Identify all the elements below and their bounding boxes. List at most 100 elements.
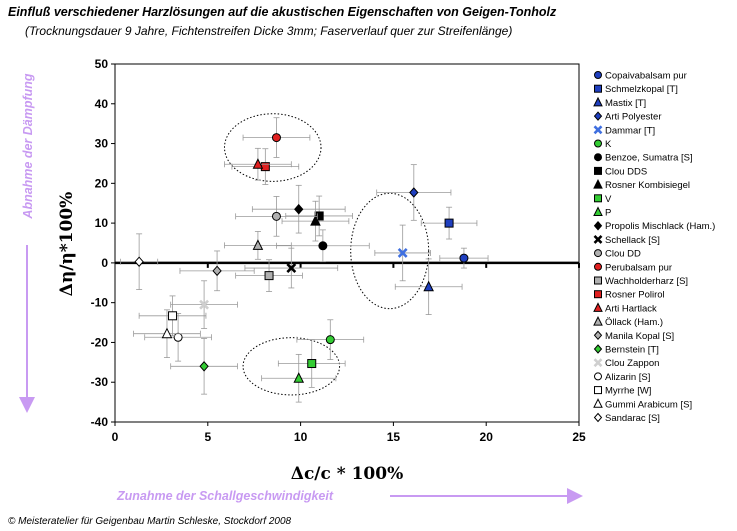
data-point [199, 299, 210, 310]
y-axis-label: Δη/η*100% [57, 192, 77, 297]
data-point [199, 361, 209, 372]
data-point-group [261, 353, 337, 403]
data-point [293, 372, 305, 383]
legend-marker [594, 153, 602, 162]
data-point-group [242, 117, 311, 158]
legend-item: Rosner Polirol [594, 290, 665, 301]
data-point [264, 271, 274, 281]
legend-item: V [594, 194, 612, 205]
y-tick-label: -30 [91, 375, 109, 389]
cluster-ellipse-3 [242, 337, 341, 396]
legend-label: Öllack (Ham.) [605, 317, 663, 328]
data-point [318, 241, 328, 251]
legend-item: Benzoe, Sumatra [S] [594, 153, 693, 164]
legend-label: Propolis Mischlack (Ham.) [605, 221, 715, 232]
data-point-group [144, 313, 212, 362]
legend-item: Manila Kopal [S] [593, 330, 674, 342]
legend-label: Schellack [S] [605, 235, 660, 246]
legend-marker-stroke [593, 358, 603, 368]
legend-label: Perubalsam pur [605, 262, 672, 273]
plot-frame [114, 63, 580, 423]
legend-item: Arti Hartlack [593, 302, 657, 314]
data-point-group [394, 258, 463, 316]
legend-item: Clou DD [594, 249, 641, 260]
data-point [307, 359, 317, 369]
legend-marker [594, 262, 602, 271]
legend-label: Wachholderharz [S] [605, 276, 688, 287]
legend-marker [593, 178, 603, 189]
legend-marker [593, 96, 603, 107]
legend-item: Clou Zappon [593, 358, 659, 369]
legend-marker [593, 220, 603, 231]
data-point-group [224, 231, 292, 260]
legend-marker [594, 194, 602, 203]
legend-label: Rosner Polirol [605, 290, 665, 301]
data-point-stroke [286, 263, 297, 273]
legend-item: Propolis Mischlack (Ham.) [593, 220, 715, 232]
data-point [252, 158, 264, 169]
legend-label: Mastix [T] [605, 98, 646, 109]
data-point-group [235, 196, 318, 237]
data-point-group [170, 338, 238, 395]
y-tick-label: -40 [91, 415, 109, 429]
x-tick-label: 15 [387, 430, 401, 444]
legend-label: Schmelzkopal [T] [605, 84, 678, 95]
legend-marker [593, 315, 603, 326]
legend-item: Wachholderharz [S] [594, 276, 688, 287]
x-axis-label: Δc/c * 100% [291, 464, 403, 484]
y-tick-label: 20 [95, 176, 109, 190]
legend-item: Clou DDS [594, 166, 647, 177]
x-axis-note: Zunahme der Schallgeschwindigkeit [116, 489, 334, 503]
data-point-group [276, 229, 370, 263]
x-tick-label: 20 [480, 430, 494, 444]
data-point [423, 280, 434, 292]
y-tick-label: 0 [101, 256, 108, 270]
legend-item: Sandarac [S] [593, 412, 660, 424]
y-axis-note: Abnahme der Dämpfung [21, 73, 35, 220]
legend-marker [594, 84, 602, 93]
cluster-ellipse-2 [350, 192, 430, 310]
legend-label: Benzoe, Sumatra [S] [605, 153, 693, 164]
chart-title: Einfluß verschiedener Harzlösungen auf d… [8, 5, 557, 19]
x-tick-label: 0 [112, 430, 119, 444]
legend-marker [594, 276, 602, 285]
legend-item: Mastix [T] [593, 96, 646, 109]
data-point-group [179, 250, 255, 292]
data-point-group [420, 206, 478, 240]
data-point [310, 215, 321, 226]
data-point [168, 311, 178, 321]
legend-marker [594, 249, 602, 258]
legend-label: Clou Zappon [605, 358, 659, 369]
legend-label: Clou DD [605, 249, 641, 260]
legend-label: Rosner Kombisiegel [605, 180, 690, 191]
legend-item: Gummi Arabicum [S] [593, 398, 692, 410]
chart-subtitle: (Trocknungsdauer 9 Jahre, Fichtenstreife… [25, 24, 513, 38]
legend-marker [593, 111, 603, 121]
data-point [252, 239, 264, 250]
legend-marker [594, 290, 602, 299]
data-point-group [120, 233, 159, 290]
data-point [161, 327, 173, 339]
legend-label: Dammar [T] [605, 125, 655, 136]
legend-label: Alizarin [S] [605, 372, 650, 383]
y-tick-label: 40 [95, 97, 109, 111]
data-point-group [170, 280, 238, 329]
legend-item: Perubalsam pur [594, 262, 672, 273]
legend-label: Sandarac [S] [605, 413, 660, 424]
data-point [397, 248, 408, 258]
legend-marker-stroke [593, 125, 603, 135]
legend-label: Bernstein [T] [605, 345, 659, 356]
data-point-group [439, 247, 489, 269]
legend-label: Manila Kopal [S] [605, 331, 674, 342]
y-tick-label: -20 [91, 335, 109, 349]
y-tick-label: 10 [95, 216, 109, 230]
data-point-group [224, 147, 292, 181]
legend-item: Bernstein [T] [593, 344, 659, 356]
data-point-group [231, 148, 300, 185]
legend-marker [593, 344, 603, 354]
legend-marker [594, 139, 602, 148]
data-point [294, 203, 304, 215]
legend-marker [593, 398, 603, 408]
data-point-group [235, 259, 303, 292]
